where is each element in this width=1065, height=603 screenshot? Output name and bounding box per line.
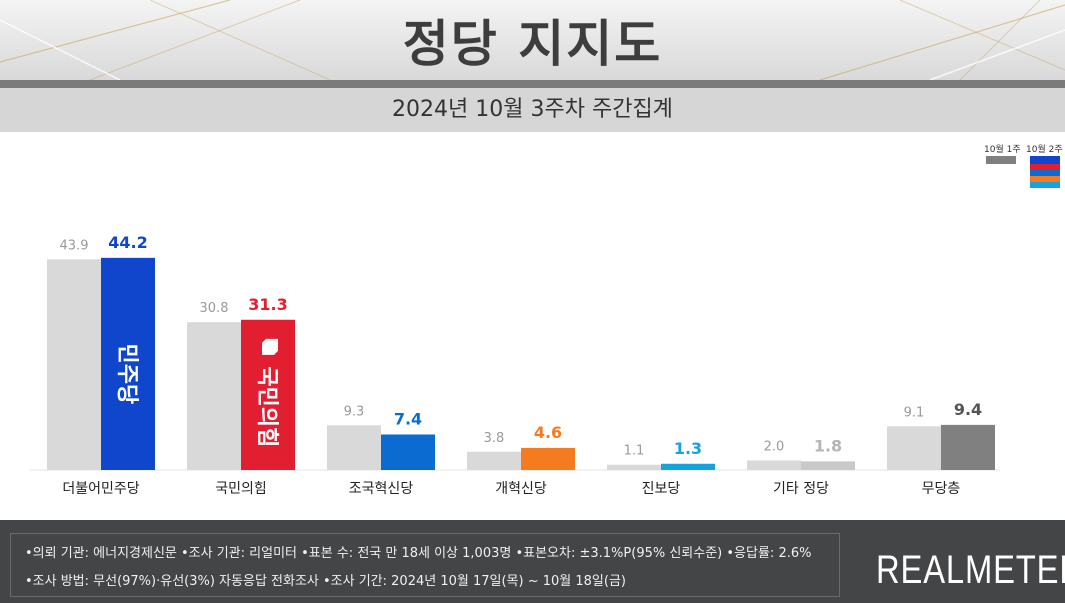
data-label-prev-2: 9.3 <box>344 404 365 419</box>
category-label-4: 진보당 <box>642 481 681 497</box>
legend: 10월 1주 10월 2주 <box>980 140 1065 200</box>
party-logo-1: 국민의힘 <box>254 338 279 447</box>
data-label-prev-3: 3.8 <box>484 431 505 446</box>
data-label-prev-4: 1.1 <box>624 444 645 459</box>
data-label-curr-5: 1.8 <box>814 436 842 455</box>
bar-curr-5 <box>801 461 855 470</box>
bar-curr-3 <box>521 447 575 470</box>
survey-info-box: •의뢰 기관: 에너지경제신문 •조사 기관: 리얼미터 •표본 수: 전국 만… <box>10 533 840 597</box>
bar-curr-0 <box>101 257 155 470</box>
legend-prev-swatch <box>986 156 1016 164</box>
category-label-6: 무당층 <box>922 481 961 497</box>
data-label-prev-5: 2.0 <box>764 439 785 454</box>
realmeter-logo: REALMETER <box>876 548 1065 592</box>
header: 정당 지지도 <box>0 0 1065 80</box>
page-title: 정당 지지도 <box>402 15 663 73</box>
party-logo-text-0: 민주당 <box>114 344 139 405</box>
header-decoration <box>0 0 1065 80</box>
legend-curr-label: 10월 2주 <box>1026 145 1063 155</box>
survey-info-line-1: •의뢰 기관: 에너지경제신문 •조사 기관: 리얼미터 •표본 수: 전국 만… <box>25 546 812 561</box>
data-label-curr-1: 31.3 <box>248 295 287 314</box>
data-label-curr-2: 7.4 <box>394 409 422 428</box>
data-label-prev-0: 43.9 <box>60 238 89 253</box>
bar-curr-6 <box>941 424 995 470</box>
header-divider <box>0 80 1065 88</box>
party-logo-0: 민주당 <box>114 344 139 405</box>
legend-prev-label: 10월 1주 <box>984 145 1021 155</box>
bar-prev-1 <box>187 322 241 470</box>
bar-prev-4 <box>607 464 661 470</box>
category-label-1: 국민의힘 <box>215 481 267 497</box>
subtitle-bar: 2024년 10월 3주차 주간집계 <box>0 88 1065 132</box>
category-label-3: 개혁신당 <box>495 481 547 497</box>
party-logo-text-1: 국민의힘 <box>254 366 279 447</box>
footer: •의뢰 기관: 에너지경제신문 •조사 기관: 리얼미터 •표본 수: 전국 만… <box>0 520 1065 603</box>
legend-curr-swatch <box>1030 156 1060 194</box>
bar-prev-6 <box>887 426 941 470</box>
category-label-2: 조국혁신당 <box>349 481 414 497</box>
data-label-curr-6: 9.4 <box>954 400 982 419</box>
bar-prev-3 <box>467 451 521 470</box>
data-label-curr-3: 4.6 <box>534 423 562 442</box>
bar-curr-2 <box>381 434 435 470</box>
bar-curr-4 <box>661 463 715 470</box>
category-label-0: 더불어민주당 <box>62 481 139 497</box>
bar-prev-2 <box>327 425 381 470</box>
data-label-prev-1: 30.8 <box>200 301 229 316</box>
party-logo-mark <box>262 338 278 355</box>
data-label-curr-4: 1.3 <box>674 439 702 458</box>
page-subtitle: 2024년 10월 3주차 주간집계 <box>392 97 673 122</box>
bar-prev-0 <box>47 259 101 470</box>
survey-info-line-2: •조사 방법: 무선(97%)·유선(3%) 자동응답 전화조사 •조사 기간:… <box>25 574 626 589</box>
category-label-5: 기타 정당 <box>773 481 829 497</box>
data-label-prev-6: 9.1 <box>904 405 925 420</box>
bar-prev-5 <box>747 460 801 470</box>
data-label-curr-0: 44.2 <box>108 233 147 252</box>
